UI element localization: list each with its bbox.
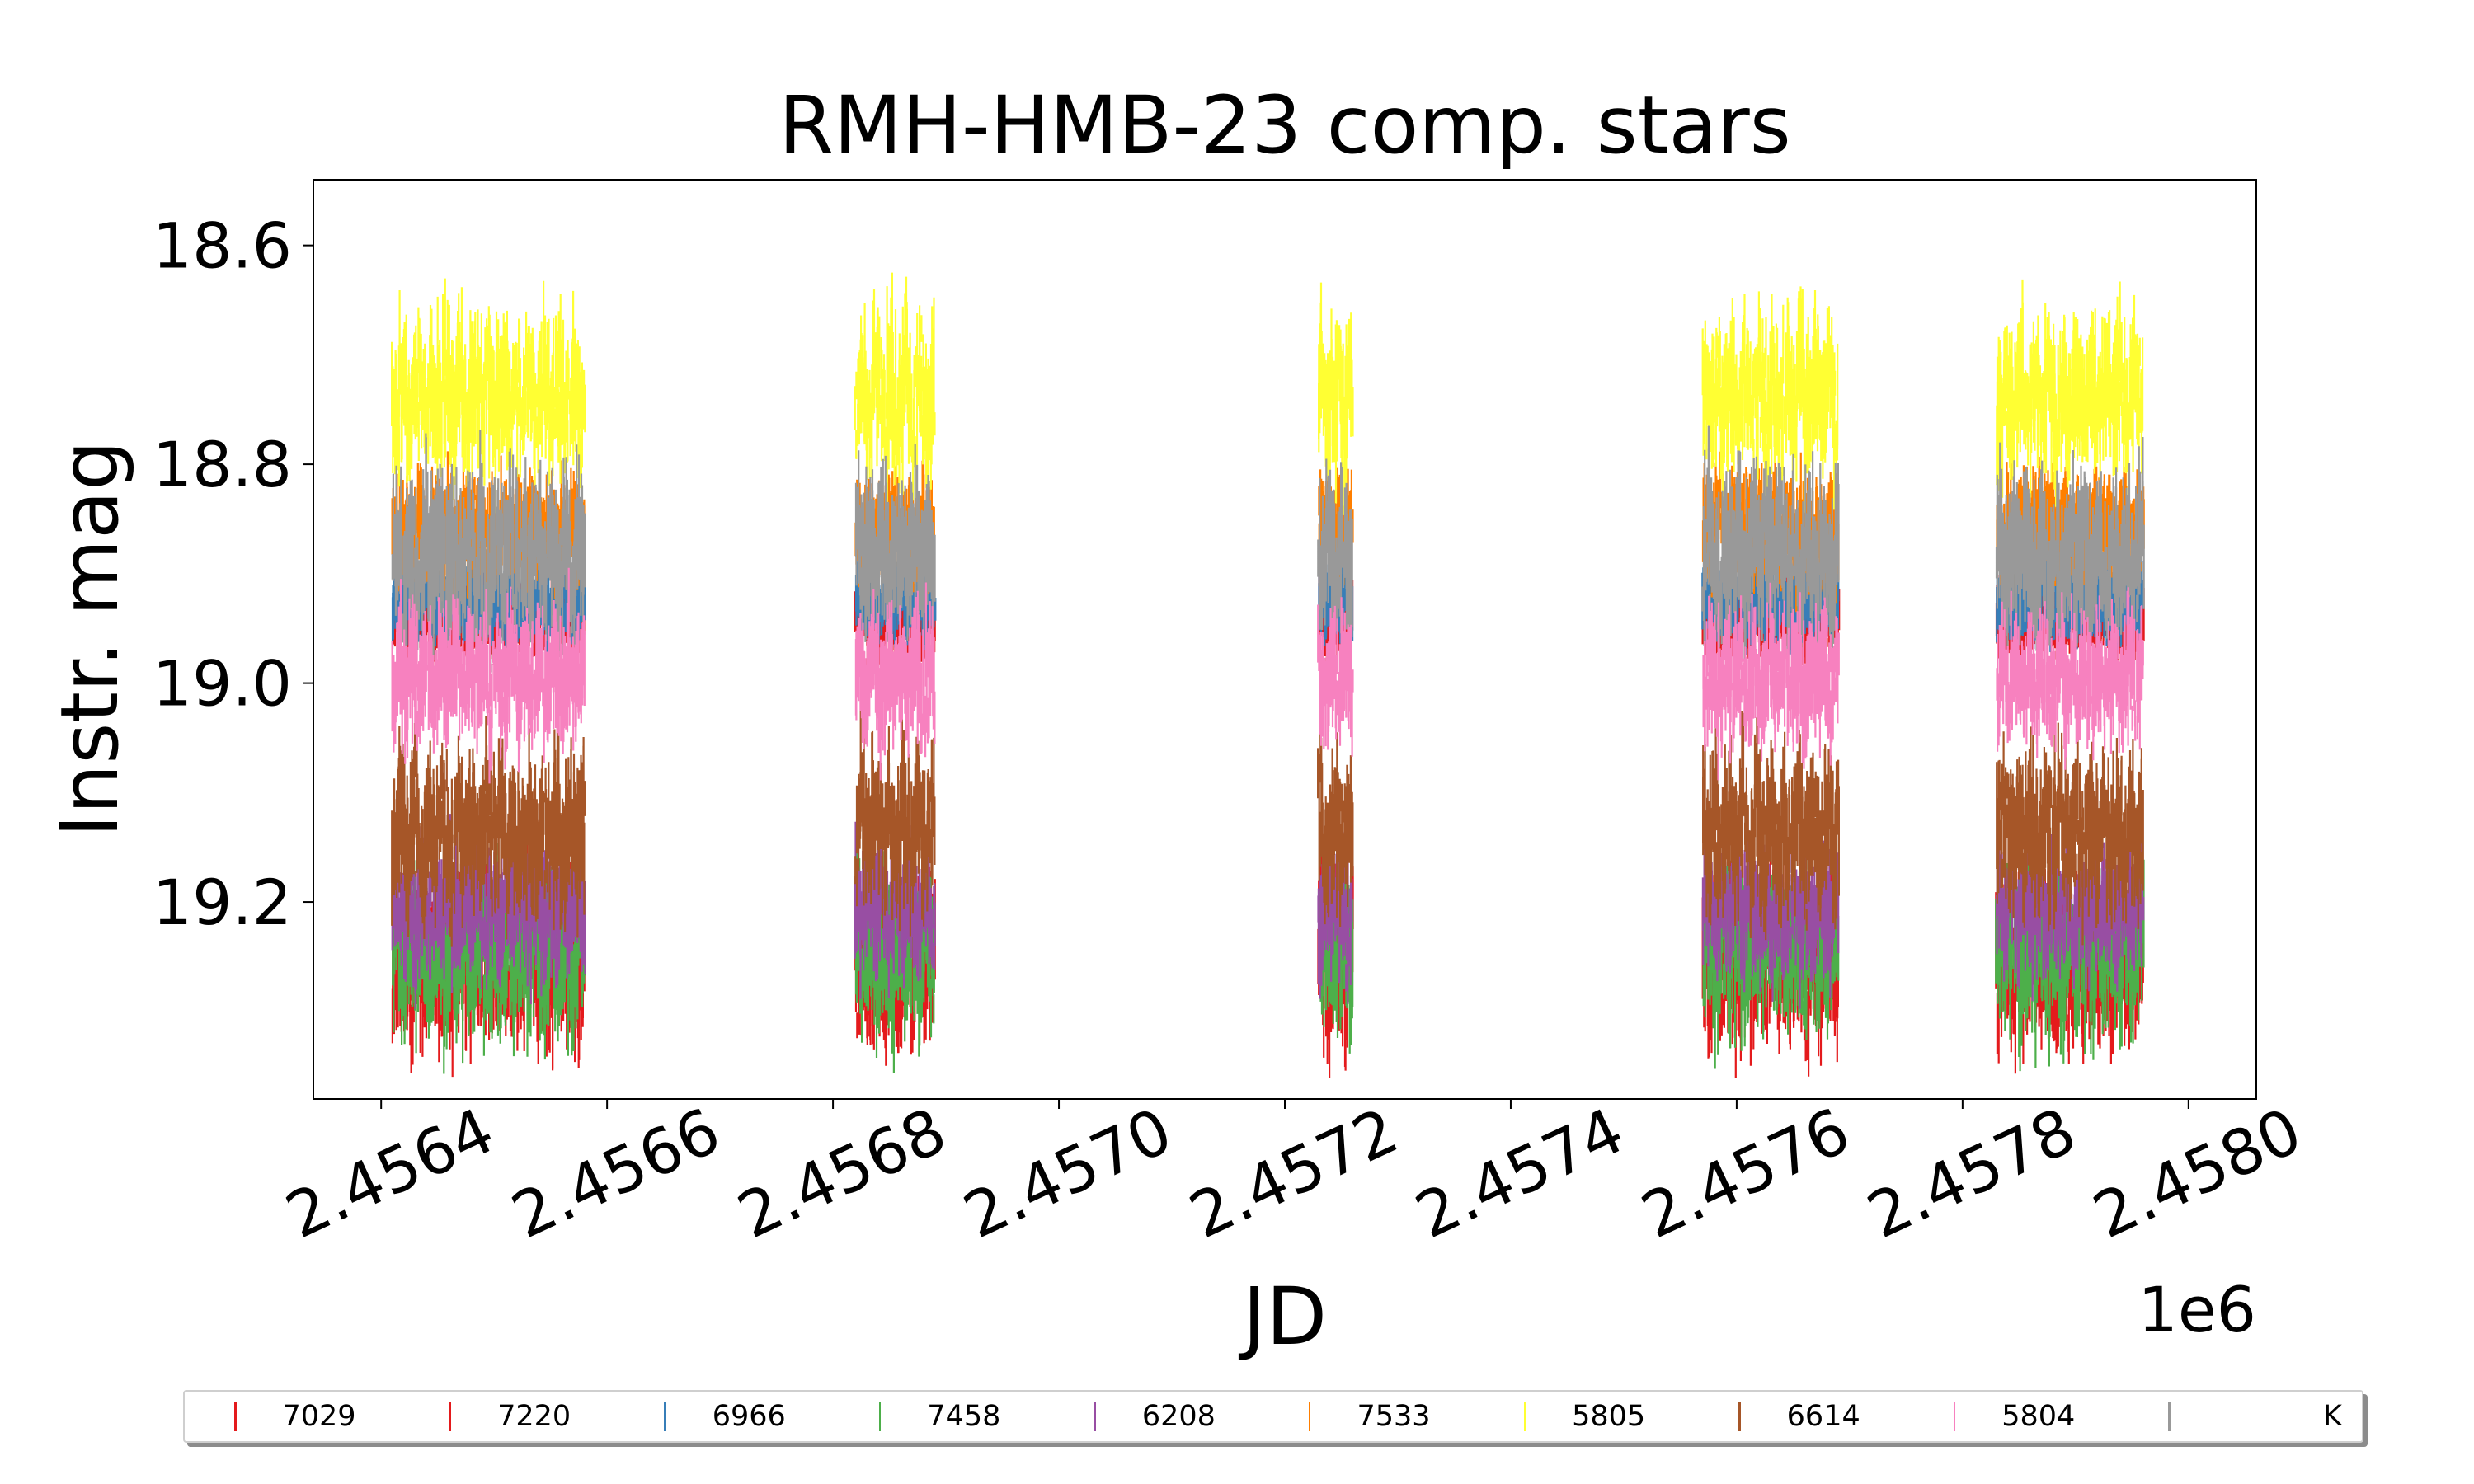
series-6614-points xyxy=(391,702,2144,947)
legend-swatch xyxy=(1953,1402,1956,1431)
series-6208-marks xyxy=(391,805,2145,1009)
data-points-layer xyxy=(391,272,2145,1078)
legend-label: 7029 xyxy=(282,1400,356,1433)
series-7458-points xyxy=(392,824,2145,1074)
x-offset-label: 1e6 xyxy=(2138,1273,2256,1346)
series-7029-marks xyxy=(391,837,2144,1078)
series-7533-marks xyxy=(391,448,2145,613)
plot-frame xyxy=(313,179,2257,1100)
legend-swatch xyxy=(234,1402,237,1431)
legend-item-6966: 6966 xyxy=(623,1400,838,1433)
legend-swatch xyxy=(1308,1402,1311,1431)
legend-item-7029: 7029 xyxy=(193,1400,408,1433)
series-7458-marks xyxy=(392,824,2145,1074)
legend-label: 5804 xyxy=(2001,1400,2076,1433)
x-axis-ticks: 2.45642.45662.45682.45702.45722.45742.45… xyxy=(275,1093,2312,1252)
series-5805-marks xyxy=(391,272,2144,523)
legend-label: 7220 xyxy=(497,1400,571,1433)
series-5805-points xyxy=(391,272,2144,523)
x-tick-label: 2.4564 xyxy=(275,1093,505,1252)
series-7220-marks xyxy=(392,560,2145,674)
y-axis-label: Instr. mag xyxy=(44,440,136,838)
legend-label: 5805 xyxy=(1572,1400,1646,1433)
legend-item-7220: 7220 xyxy=(408,1400,623,1433)
y-axis-ticks: 18.6 18.8 19.0 19.2 xyxy=(153,209,313,939)
legend-swatch xyxy=(449,1402,452,1431)
x-tick-label: 2.4566 xyxy=(501,1093,731,1252)
x-tick-label: 2.4570 xyxy=(952,1093,1183,1252)
legend-item-6208: 6208 xyxy=(1052,1400,1268,1433)
x-tick-label: 2.4578 xyxy=(1856,1093,2086,1252)
chart-title: RMH-HMB-23 comp. stars xyxy=(778,79,1791,171)
legend-item-7458: 7458 xyxy=(838,1400,1053,1433)
series-7533-points xyxy=(391,448,2145,613)
legend-swatch xyxy=(1523,1402,1526,1431)
legend-label: K xyxy=(2322,1400,2342,1433)
legend-swatch xyxy=(664,1402,666,1431)
legend-label: 7458 xyxy=(927,1400,1001,1433)
series-7220-points xyxy=(392,560,2145,674)
legend-item-5804: 5804 xyxy=(1912,1400,2128,1433)
legend-swatch xyxy=(878,1402,882,1431)
legend-item-7533: 7533 xyxy=(1268,1400,1483,1433)
series-6966-marks xyxy=(391,544,2144,661)
x-tick-label: 2.4574 xyxy=(1404,1093,1634,1252)
legend-swatch xyxy=(2168,1402,2171,1431)
series-5804-points xyxy=(391,567,2144,784)
legend-item-6614: 6614 xyxy=(1697,1400,1912,1433)
x-tick-label: 2.4580 xyxy=(2082,1093,2312,1252)
series-6614-marks xyxy=(391,702,2144,947)
legend-swatch xyxy=(1738,1402,1741,1431)
series-5804-marks xyxy=(391,567,2144,784)
y-tick-label: 18.8 xyxy=(153,428,292,501)
y-tick-label: 18.6 xyxy=(153,209,292,283)
series-K-points xyxy=(391,425,2145,686)
legend-item-5805: 5805 xyxy=(1483,1400,1698,1433)
series-7029-points xyxy=(391,837,2144,1078)
y-tick-label: 19.0 xyxy=(153,647,292,721)
legend: 7029 7220 6966 7458 6208 7533 5805 6614 5804 K xyxy=(183,1390,2363,1443)
legend-label: 7533 xyxy=(1357,1400,1431,1433)
legend-swatch xyxy=(1094,1402,1096,1431)
legend-label: 6966 xyxy=(712,1400,786,1433)
legend-label: 6208 xyxy=(1141,1400,1216,1433)
y-tick-label: 19.2 xyxy=(153,866,292,939)
x-tick-label: 2.4568 xyxy=(727,1093,957,1252)
legend-label: 6614 xyxy=(1786,1400,1860,1433)
x-tick-label: 2.4576 xyxy=(1630,1093,1860,1252)
x-axis-label: JD xyxy=(1239,1270,1327,1363)
series-6208-points xyxy=(391,805,2145,1009)
x-tick-label: 2.4572 xyxy=(1178,1093,1409,1252)
legend-item-K: K xyxy=(2127,1400,2354,1433)
series-6966-points xyxy=(391,544,2144,661)
series-K-marks xyxy=(391,425,2145,686)
